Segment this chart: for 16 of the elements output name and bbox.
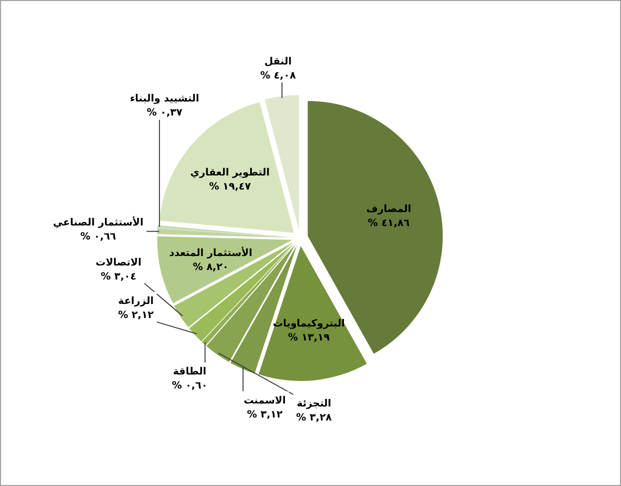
slice-label: التجزئة [296, 398, 332, 410]
slice-label: التشييد والبناء [130, 94, 200, 105]
slice-label: الطاقة [172, 366, 206, 378]
data-label: ٣,٠٤ % [100, 271, 136, 282]
slice-label: الاتصالات [96, 257, 142, 268]
data-label: ٤,٠٨ % [260, 70, 296, 82]
data-label: ٣,١٢ % [246, 409, 283, 420]
slice-label: الاسمنت [244, 395, 286, 406]
data-label: ٠,٦٠ % [172, 380, 208, 392]
data-label: ٠,٦٦ % [80, 232, 116, 243]
slice-label: الزراعة [118, 296, 154, 307]
slice-label: الأستثمار الصناعي [53, 216, 144, 229]
slice-label: النقل [264, 56, 292, 68]
data-label: ٣,٢٨ % [296, 412, 332, 424]
data-label: ٠,٣٧ % [146, 108, 182, 119]
data-label: ٢,١٢ % [118, 310, 154, 321]
